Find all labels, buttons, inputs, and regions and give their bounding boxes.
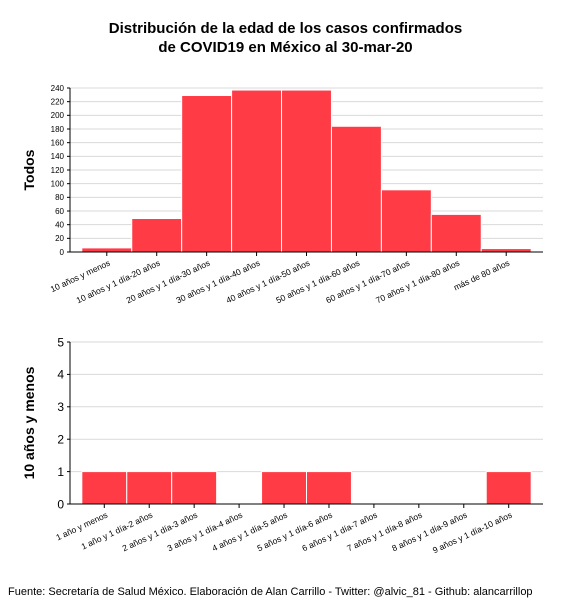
y-tick-label: 240	[51, 84, 65, 93]
x-tick-label: 9 años y 1 día-10 años	[431, 510, 514, 556]
x-tick-label: 20 años y 1 día-30 años	[125, 258, 212, 306]
x-tick-label: 40 años y 1 día-50 años	[224, 258, 311, 306]
y-tick-label: 3	[57, 400, 64, 414]
y-tick-label: 80	[55, 193, 64, 202]
x-tick-label: 8 años y 1 día-9 años	[390, 510, 468, 554]
x-tick-label: 70 años y 1 día-80 años	[374, 258, 461, 306]
y-tick-label: 0	[57, 497, 64, 511]
y-tick-label: 220	[51, 98, 65, 107]
x-tick-label: 2 años y 1 día-3 años	[121, 510, 199, 554]
y-tick-label: 1	[57, 465, 64, 479]
y-tick-label: 5	[57, 335, 64, 349]
y-tick-label: 4	[57, 368, 64, 382]
y-tick-label: 60	[55, 207, 64, 216]
y-axis-title: 10 años y menos	[21, 366, 37, 479]
bar-9	[480, 248, 532, 253]
y-tick-label: 140	[51, 152, 65, 161]
bar-5	[281, 89, 332, 253]
x-tick-label: 7 años y 1 día-8 años	[345, 510, 423, 554]
x-tick-label: 6 años y 1 día-7 años	[300, 510, 378, 554]
y-tick-label: 120	[51, 166, 65, 175]
x-tick-label: 5 años y 1 día-6 años	[255, 510, 333, 554]
bar-3	[171, 471, 218, 505]
bar-1	[81, 471, 128, 505]
y-tick-label: 180	[51, 125, 65, 134]
x-tick-label: 50 años y 1 día-60 años	[274, 258, 361, 306]
y-tick-label: 0	[60, 248, 65, 257]
bar-2	[131, 218, 183, 253]
y-tick-label: 100	[51, 180, 65, 189]
y-axis-title: Todos	[21, 149, 37, 190]
x-tick-label: 4 años y 1 día-5 años	[211, 510, 289, 554]
bar-7	[380, 189, 432, 253]
y-tick-label: 40	[55, 221, 64, 230]
chart-title-line1: Distribución de la edad de los casos con…	[108, 20, 463, 37]
bar-1	[81, 247, 133, 253]
y-tick-label: 2	[57, 433, 64, 447]
bar-6	[330, 125, 382, 253]
bar-4	[231, 89, 283, 253]
bar-6	[306, 471, 352, 505]
bar-3	[181, 95, 233, 253]
y-tick-label: 160	[51, 139, 65, 148]
y-tick-label: 20	[55, 234, 64, 243]
bar-5	[261, 471, 308, 505]
bar-2	[126, 471, 173, 505]
x-tick-label: más de 80 años	[452, 258, 511, 293]
bar-10	[485, 471, 532, 505]
x-tick-label: 10 años y 1 día-20 años	[75, 258, 162, 306]
bar-8	[430, 213, 482, 253]
x-tick-label: 3 años y 1 día-4 años	[166, 510, 244, 554]
chart-title-line2: de COVID19 en México al 30-mar-20	[158, 39, 413, 56]
source-caption: Fuente: Secretaría de Salud México. Elab…	[8, 586, 533, 598]
y-tick-label: 200	[51, 111, 65, 120]
x-tick-label: 30 años y 1 día-40 años	[175, 258, 262, 306]
x-tick-label: 60 años y 1 día-70 años	[324, 258, 411, 306]
